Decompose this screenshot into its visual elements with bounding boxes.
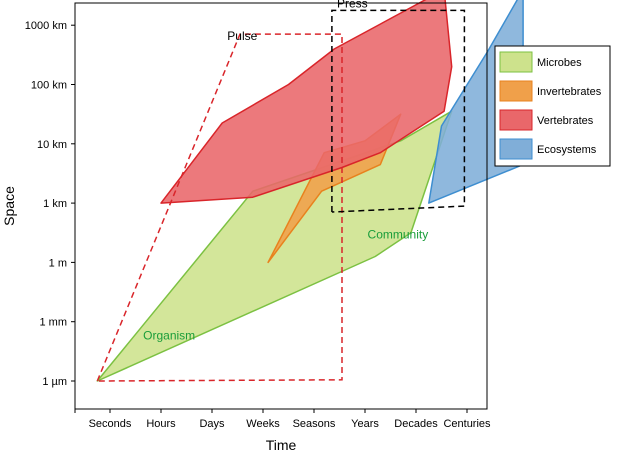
plot-areas: [96, 0, 524, 382]
dashed-regions: [96, 9, 466, 382]
legend-label-microbes: Microbes: [537, 57, 582, 69]
x-tick-label: Weeks: [246, 418, 280, 430]
y-tick-label: 1 mm: [40, 317, 68, 329]
x-tick-label: Decades: [394, 418, 438, 430]
x-axis: Seconds Hours Days Weeks Seasons Years Decades…: [74, 409, 491, 430]
y-tick-label: 1000 km: [25, 20, 67, 32]
x-tick-label: Seasons: [293, 418, 336, 430]
legend-label-ecosystems: Ecosystems: [537, 144, 597, 156]
y-axis-title: Space: [1, 186, 17, 226]
legend-label-invertebrates: Invertebrates: [537, 86, 602, 98]
legend-swatch-invertebrates: [499, 80, 533, 102]
legend-label-vertebrates: Vertebrates: [537, 115, 594, 127]
legend-swatch-ecosystems: [499, 138, 533, 160]
annotation-community: Community: [368, 228, 429, 242]
x-tick-label: Centuries: [443, 418, 491, 430]
legend-swatch-microbes: [499, 51, 533, 73]
annotation-organism: Organism: [143, 328, 195, 342]
x-tick-label: Years: [351, 418, 379, 430]
x-axis-title: Time: [266, 437, 297, 452]
x-tick-label: Days: [199, 418, 225, 430]
y-tick-label: 1 m: [49, 257, 67, 269]
plot-frame: [74, 2, 488, 410]
legend-swatch-vertebrates: [499, 109, 533, 131]
y-axis: 1 µm 1 mm 1 m 1 km 10 km 100 km 1000 km: [25, 20, 75, 388]
y-tick-label: 1 µm: [42, 376, 67, 388]
y-tick-label: 10 km: [37, 139, 67, 151]
dashed-region-press: [331, 9, 466, 213]
y-tick-label: 100 km: [31, 80, 67, 92]
legend: Microbes Invertebrates Vertebrates Ecosyste…: [494, 45, 611, 167]
annotation-pulse: Pulse: [227, 29, 257, 43]
annotations: Pulse Press Community Organism: [143, 0, 428, 342]
area-vertebrates: [160, 0, 453, 204]
y-tick-label: 1 km: [43, 198, 67, 210]
x-tick-label: Seconds: [89, 418, 132, 430]
annotation-press: Press: [337, 0, 368, 10]
x-tick-label: Hours: [146, 418, 176, 430]
dashed-region-pulse: [96, 33, 343, 382]
